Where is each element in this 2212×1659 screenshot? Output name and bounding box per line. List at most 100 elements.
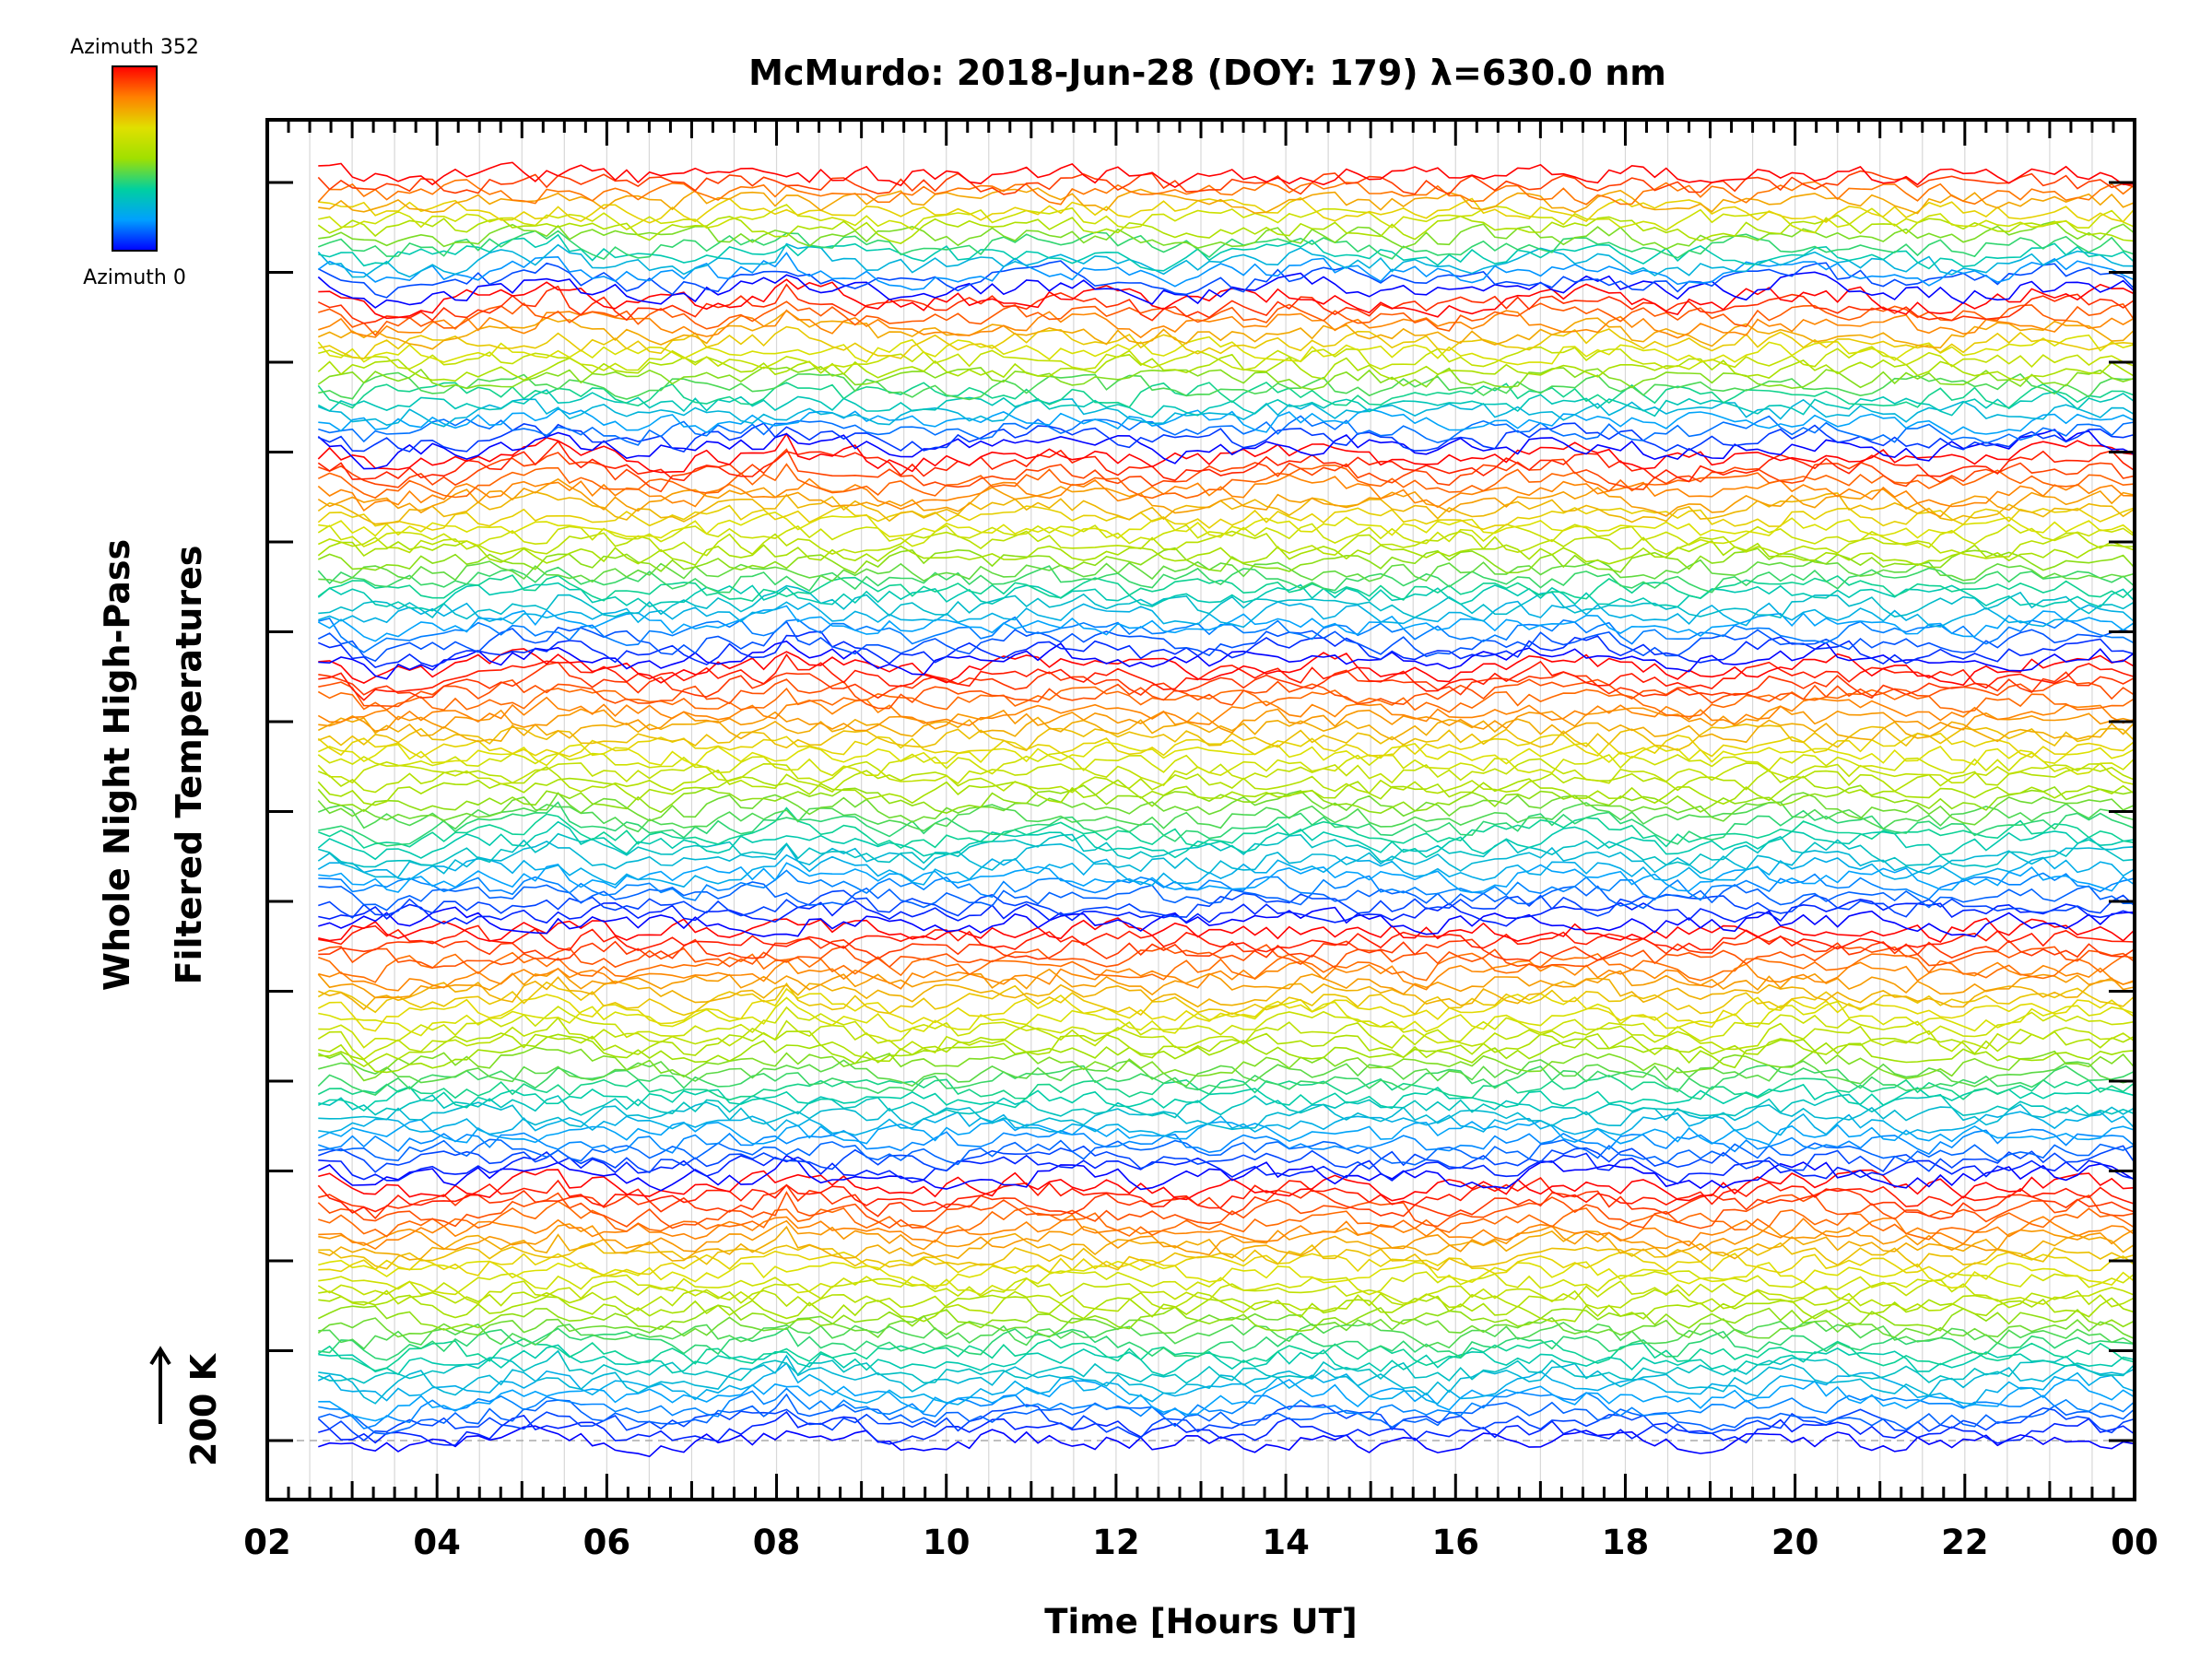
series-line <box>317 686 2136 718</box>
series-line <box>317 179 2136 206</box>
x-tick-label: 16 <box>1432 1523 1480 1562</box>
series-line <box>318 917 2136 943</box>
series-line <box>318 196 2136 224</box>
series-line <box>318 1225 2136 1262</box>
series-line <box>317 170 2136 195</box>
series-line <box>317 620 2136 663</box>
series-line <box>318 229 2136 260</box>
series-line <box>318 1111 2136 1137</box>
series-line <box>318 1393 2136 1435</box>
series-line <box>317 630 2136 669</box>
series-line <box>318 1093 2136 1119</box>
series-line <box>318 278 2136 320</box>
series-line <box>318 801 2136 833</box>
series-line <box>318 889 2136 919</box>
x-tick-label: 04 <box>413 1523 461 1562</box>
series-line <box>318 906 2136 938</box>
series-line <box>317 1176 2136 1214</box>
series-line <box>318 648 2136 687</box>
colorbar-bottom-label: Azimuth 0 <box>83 266 186 289</box>
series-line <box>318 959 2136 992</box>
series-line <box>318 204 2136 234</box>
series-line <box>318 1387 2136 1430</box>
x-axis-label: Time [Hours UT] <box>1044 1602 1357 1641</box>
series-line <box>318 1379 2136 1422</box>
series-line <box>317 429 2136 470</box>
series-line <box>317 474 2136 512</box>
scale-label: 200 K <box>183 1352 224 1466</box>
series-line <box>318 1270 2136 1296</box>
x-tick-label: 14 <box>1262 1523 1310 1562</box>
series-line <box>317 751 2136 777</box>
azimuth-colorbar: Azimuth 352 Azimuth 0 <box>70 36 199 289</box>
series-line <box>318 600 2136 629</box>
colorbar-top-label: Azimuth 352 <box>70 36 199 59</box>
series-line <box>317 540 2136 567</box>
series-line <box>317 582 2136 612</box>
x-tick-label: 22 <box>1941 1523 1989 1562</box>
series-line <box>318 1138 2136 1166</box>
series-line <box>318 1219 2136 1256</box>
series-line <box>317 1304 2136 1333</box>
series-line <box>317 504 2136 531</box>
series-line <box>317 981 2136 1017</box>
series-line <box>317 252 2136 291</box>
series-line <box>317 716 2136 744</box>
series-line <box>318 640 2136 680</box>
series-line <box>317 271 2136 309</box>
series-line <box>318 1059 2136 1088</box>
series-line <box>317 696 2136 726</box>
series-line <box>318 869 2136 901</box>
series-line <box>318 653 2136 701</box>
series-line <box>317 1075 2136 1101</box>
series-line <box>318 300 2136 336</box>
tick-layer <box>265 120 2136 1500</box>
chart-title: McMurdo: 2018-Jun-28 (DOY: 179) λ=630.0 … <box>748 53 1666 93</box>
series-line <box>317 432 2136 474</box>
series-line <box>318 584 2136 620</box>
series-line <box>318 398 2136 428</box>
series-line <box>318 1326 2136 1361</box>
series-line <box>318 951 2136 983</box>
colorbar-gradient <box>112 65 158 252</box>
series-line <box>318 1354 2136 1405</box>
series-line <box>317 565 2136 594</box>
x-tick-label: 20 <box>1771 1523 1819 1562</box>
scale-arrow-head <box>149 1346 171 1366</box>
series-line <box>317 477 2136 518</box>
series-line <box>318 832 2136 868</box>
series-line <box>317 1404 2136 1441</box>
series-line <box>317 1154 2136 1192</box>
series-line <box>317 775 2136 806</box>
series-line <box>317 310 2136 350</box>
series-line <box>317 1064 2136 1096</box>
series-line <box>318 1145 2136 1174</box>
x-tick-label: 06 <box>583 1523 631 1562</box>
series-line <box>317 732 2136 759</box>
series-line <box>317 1361 2136 1406</box>
series-line <box>318 898 2136 927</box>
series-line <box>318 511 2136 539</box>
series-line <box>318 371 2136 401</box>
series-line <box>317 463 2136 500</box>
series-line <box>318 1006 2136 1049</box>
x-tick-label: 10 <box>923 1523 971 1562</box>
series-line <box>318 1169 2136 1202</box>
series-line <box>317 260 2136 299</box>
y-axis-label-line1: Whole Night High-Pass <box>97 539 137 991</box>
series-line <box>318 1259 2136 1289</box>
series-line <box>317 1118 2136 1146</box>
series-line <box>318 881 2136 912</box>
series-line <box>318 1200 2136 1241</box>
series-line <box>318 346 2136 371</box>
series-line <box>318 1288 2136 1314</box>
series-line <box>318 1150 2136 1185</box>
series-line <box>318 801 2136 847</box>
x-tick-label: 18 <box>1602 1523 1650 1562</box>
series-line <box>317 334 2136 366</box>
series-line <box>317 784 2136 815</box>
series-line <box>317 758 2136 787</box>
series-line <box>318 1250 2136 1279</box>
series-line <box>317 242 2136 278</box>
